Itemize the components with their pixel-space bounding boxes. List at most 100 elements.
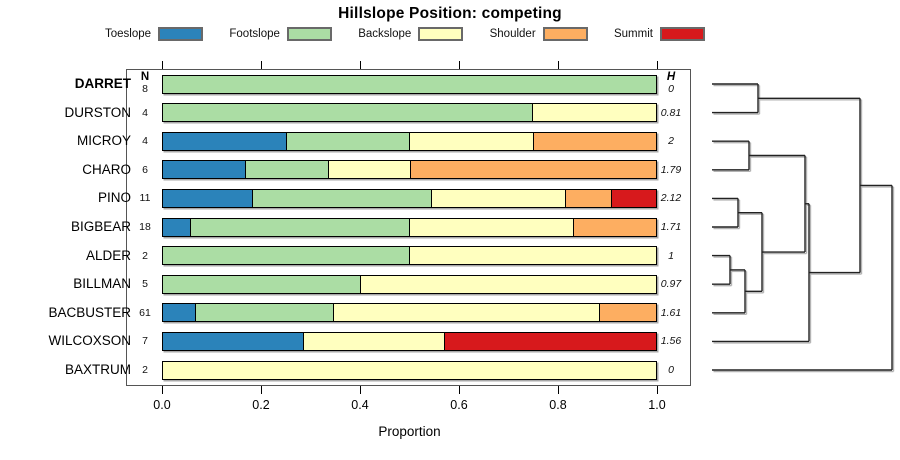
bar-segment-backslope bbox=[409, 247, 656, 265]
legend-label: Summit bbox=[613, 28, 653, 40]
x-tick-label: 0.8 bbox=[549, 398, 567, 412]
legend-label: Toeslope bbox=[105, 28, 152, 40]
bottom-axis-tick bbox=[360, 386, 361, 394]
stacked-bar-wilcoxson bbox=[162, 331, 657, 351]
x-tick-label: 1.0 bbox=[648, 398, 666, 412]
x-tick-label: 0.0 bbox=[153, 398, 171, 412]
series-label-bigbear: BIGBEAR bbox=[70, 219, 131, 234]
stacked-bar-durston bbox=[162, 103, 657, 123]
bottom-axis-tick bbox=[459, 386, 460, 394]
x-tick-label: 0.6 bbox=[450, 398, 468, 412]
top-axis-tick bbox=[558, 61, 559, 69]
series-label-charo: CHARO bbox=[82, 161, 131, 177]
stacked-bar-pino bbox=[162, 188, 657, 208]
bar-segment-toeslope bbox=[163, 189, 252, 207]
bar-segment-summit bbox=[610, 189, 657, 207]
bar-segment-summit bbox=[444, 332, 656, 350]
bar-segment-toeslope bbox=[163, 132, 286, 150]
n-value: 4 bbox=[142, 135, 148, 148]
n-value: 5 bbox=[142, 278, 148, 291]
h-value: 1.56 bbox=[660, 335, 682, 348]
bottom-axis-tick bbox=[162, 386, 163, 394]
x-tick-label: 0.2 bbox=[252, 398, 270, 412]
bar-segment-footslope bbox=[195, 304, 334, 322]
legend-label: Backslope bbox=[358, 28, 412, 40]
legend-swatch-backslope bbox=[418, 27, 464, 41]
series-label-alder: ALDER bbox=[85, 247, 131, 263]
series-label-baxtrum: BAXTRUM bbox=[64, 362, 131, 377]
bar-segment-backslope bbox=[359, 275, 656, 293]
stacked-bar-charo bbox=[162, 160, 657, 180]
series-label-darret: DARRET bbox=[74, 76, 131, 91]
bar-segment-toeslope bbox=[163, 332, 304, 350]
top-axis-tick bbox=[261, 61, 262, 69]
x-tick-label: 0.4 bbox=[351, 398, 369, 412]
h-value: 2.12 bbox=[660, 192, 682, 205]
h-value: 0 bbox=[668, 83, 674, 95]
top-axis-tick bbox=[459, 61, 460, 69]
bar-segment-backslope bbox=[409, 132, 533, 150]
legend-swatch-footslope bbox=[286, 27, 332, 41]
legend-swatch-shoulder bbox=[542, 27, 588, 41]
bar-segment-footslope bbox=[163, 75, 656, 93]
bar-segment-backslope bbox=[327, 161, 410, 179]
n-value: 2 bbox=[142, 364, 148, 376]
dendrogram-shadow bbox=[713, 84, 895, 373]
bar-segment-footslope bbox=[163, 104, 532, 122]
bar-segment-backslope bbox=[333, 304, 600, 322]
bar-segment-shoulder bbox=[410, 161, 656, 179]
bar-segment-footslope bbox=[285, 132, 409, 150]
bar-segment-backslope bbox=[431, 189, 566, 207]
n-value: 4 bbox=[142, 106, 148, 119]
legend-label: Shoulder bbox=[489, 28, 536, 40]
chart-title: Hillslope Position: competing bbox=[338, 5, 562, 22]
stacked-bar-darret bbox=[162, 74, 657, 94]
bar-segment-backslope bbox=[532, 104, 656, 122]
bottom-axis-tick bbox=[657, 386, 658, 394]
plot-border bbox=[126, 69, 691, 386]
bar-segment-backslope bbox=[303, 332, 445, 350]
n-value: 11 bbox=[139, 192, 151, 205]
h-column-header: H bbox=[666, 71, 676, 83]
n-value: 2 bbox=[142, 249, 148, 262]
stacked-bar-alder bbox=[162, 246, 657, 266]
stacked-bar-baxtrum bbox=[162, 360, 657, 380]
series-label-pino: PINO bbox=[97, 190, 131, 206]
top-axis-tick bbox=[657, 61, 658, 69]
h-value: 0.81 bbox=[660, 106, 682, 119]
h-value: 0 bbox=[668, 364, 674, 376]
h-value: 1.79 bbox=[660, 163, 682, 176]
bar-segment-footslope bbox=[190, 218, 409, 236]
n-value: 8 bbox=[142, 83, 148, 95]
h-value: 1 bbox=[668, 249, 674, 262]
bottom-axis-tick bbox=[558, 386, 559, 394]
legend-swatch-summit bbox=[659, 27, 705, 41]
n-value: 61 bbox=[139, 306, 151, 319]
h-value: 0.97 bbox=[660, 278, 682, 291]
stacked-bar-bigbear bbox=[162, 217, 657, 237]
n-value: 7 bbox=[142, 335, 148, 348]
bar-segment-shoulder bbox=[599, 304, 656, 322]
stacked-bar-bacbuster bbox=[162, 303, 657, 323]
top-axis-tick bbox=[360, 61, 361, 69]
n-value: 6 bbox=[142, 163, 148, 176]
bar-segment-shoulder bbox=[565, 189, 611, 207]
bar-segment-toeslope bbox=[163, 161, 245, 179]
bar-segment-footslope bbox=[244, 161, 328, 179]
legend-item-shoulder: Shoulder bbox=[490, 27, 588, 41]
stacked-bar-billman bbox=[162, 274, 657, 294]
legend-swatch-toeslope bbox=[158, 27, 204, 41]
h-value: 2 bbox=[668, 135, 674, 148]
bar-segment-shoulder bbox=[532, 132, 656, 150]
bar-segment-shoulder bbox=[573, 218, 656, 236]
legend-label: Footslope bbox=[229, 28, 280, 40]
x-axis-title: Proportion bbox=[378, 424, 441, 439]
legend-item-summit: Summit bbox=[614, 27, 705, 41]
h-value: 1.61 bbox=[660, 306, 682, 319]
bar-segment-footslope bbox=[163, 247, 409, 265]
bar-segment-toeslope bbox=[163, 218, 191, 236]
legend-item-backslope: Backslope bbox=[358, 27, 464, 41]
bottom-axis-tick bbox=[261, 386, 262, 394]
series-label-wilcoxson: WILCOXSON bbox=[48, 333, 131, 349]
